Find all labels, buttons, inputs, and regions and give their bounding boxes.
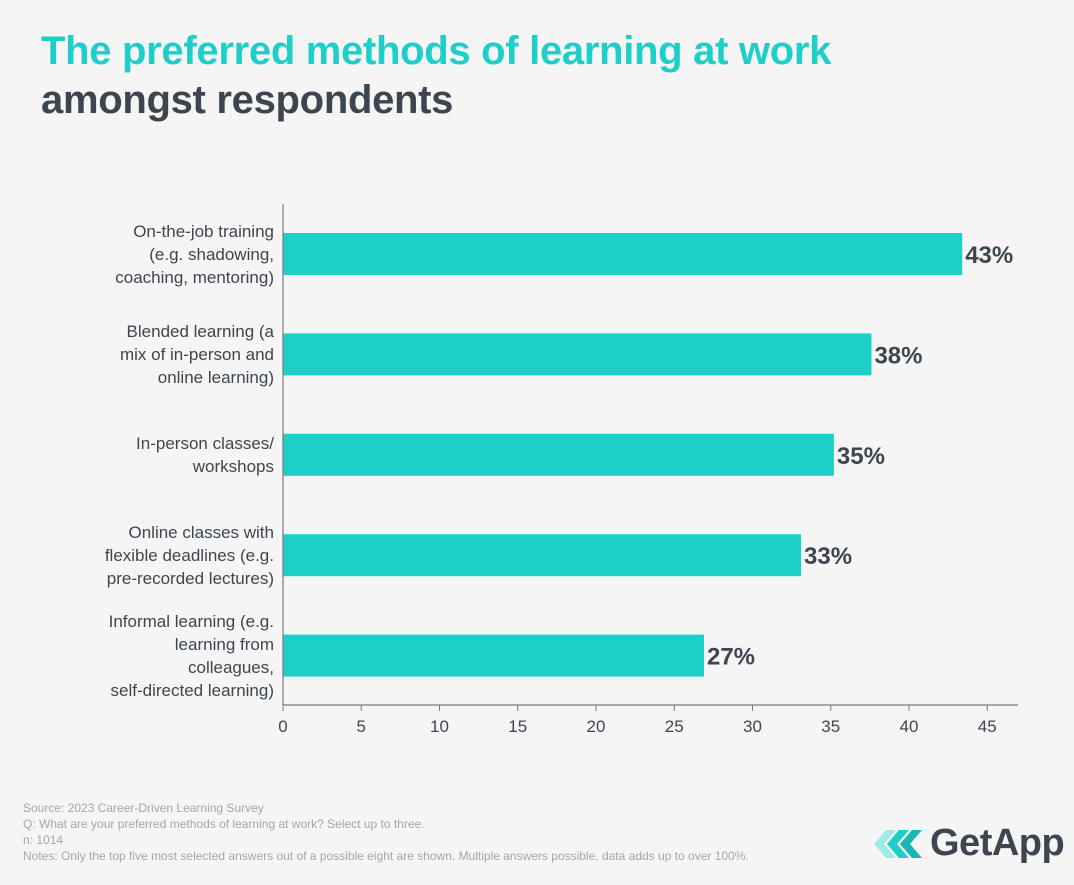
category-label-line: mix of in-person and	[119, 344, 274, 364]
x-tick-label: 25	[665, 717, 684, 736]
category-label-line: learning from	[174, 634, 274, 654]
category-label-line: flexible deadlines (e.g.	[104, 545, 274, 565]
x-tick-label: 35	[821, 717, 840, 736]
category-label-line: online learning)	[157, 367, 274, 387]
chart-title: The preferred methods of learning at wor…	[41, 28, 831, 126]
category-label-line: workshops	[192, 456, 274, 476]
getapp-logo: GetApp	[874, 822, 1065, 865]
bar	[283, 233, 963, 275]
category-label-line: colleagues,	[187, 657, 274, 677]
bar	[283, 534, 802, 577]
category-label-line: On-the-job training	[133, 221, 274, 241]
x-tick-label: 40	[900, 717, 919, 736]
notes: Notes: Only the top five most selected a…	[23, 849, 749, 863]
value-label: 43%	[965, 242, 1013, 269]
category-label: Informal learning (e.g. learning from coll…	[4, 610, 274, 702]
bar	[283, 433, 834, 476]
question-note: Q: What are your preferred methods of le…	[23, 817, 425, 831]
bar	[283, 333, 872, 376]
category-label-line: Informal learning (e.g.	[108, 611, 274, 631]
x-tick-label: 30	[743, 717, 762, 736]
category-label-line: self-directed learning)	[110, 680, 274, 700]
category-label: Blended learning (a mix of in-person and o…	[4, 320, 274, 389]
footer: Source: 2023 Career-Driven Learning Surv…	[23, 800, 783, 864]
category-label: In-person classes/workshops	[4, 432, 274, 478]
value-label: 35%	[837, 443, 885, 470]
title-line-1: The preferred methods of learning at wor…	[41, 29, 832, 73]
x-tick-label: 45	[978, 717, 997, 736]
x-tick-label: 5	[357, 717, 366, 736]
category-label-line: Online classes with	[128, 522, 274, 542]
category-label: Online classes with flexible deadlines (e…	[4, 521, 274, 590]
getapp-chevrons-icon	[874, 829, 922, 858]
category-label-line: In-person classes/	[136, 433, 274, 453]
x-tick-label: 15	[508, 717, 527, 736]
source-note: Source: 2023 Career-Driven Learning Surv…	[23, 801, 264, 815]
bar	[283, 634, 704, 677]
category-label-line: coaching, mentoring)	[115, 267, 274, 287]
sample-size-note: n: 1014	[23, 833, 64, 847]
x-tick-label: 20	[587, 717, 606, 736]
x-tick-label: 0	[278, 717, 287, 736]
value-label: 27%	[707, 644, 755, 671]
title-line-2: amongst respondents	[41, 78, 454, 122]
category-label-line: pre-recorded lectures)	[106, 568, 274, 588]
category-label-line: (e.g. shadowing,	[149, 244, 274, 264]
getapp-logo-text: GetApp	[930, 822, 1065, 864]
value-label: 38%	[874, 342, 922, 369]
category-label-line: Blended learning (a	[126, 321, 274, 341]
category-label: On-the-job training (e.g. shadowing, coach…	[4, 220, 274, 289]
value-label: 33%	[804, 543, 852, 570]
x-tick-label: 10	[430, 717, 449, 736]
